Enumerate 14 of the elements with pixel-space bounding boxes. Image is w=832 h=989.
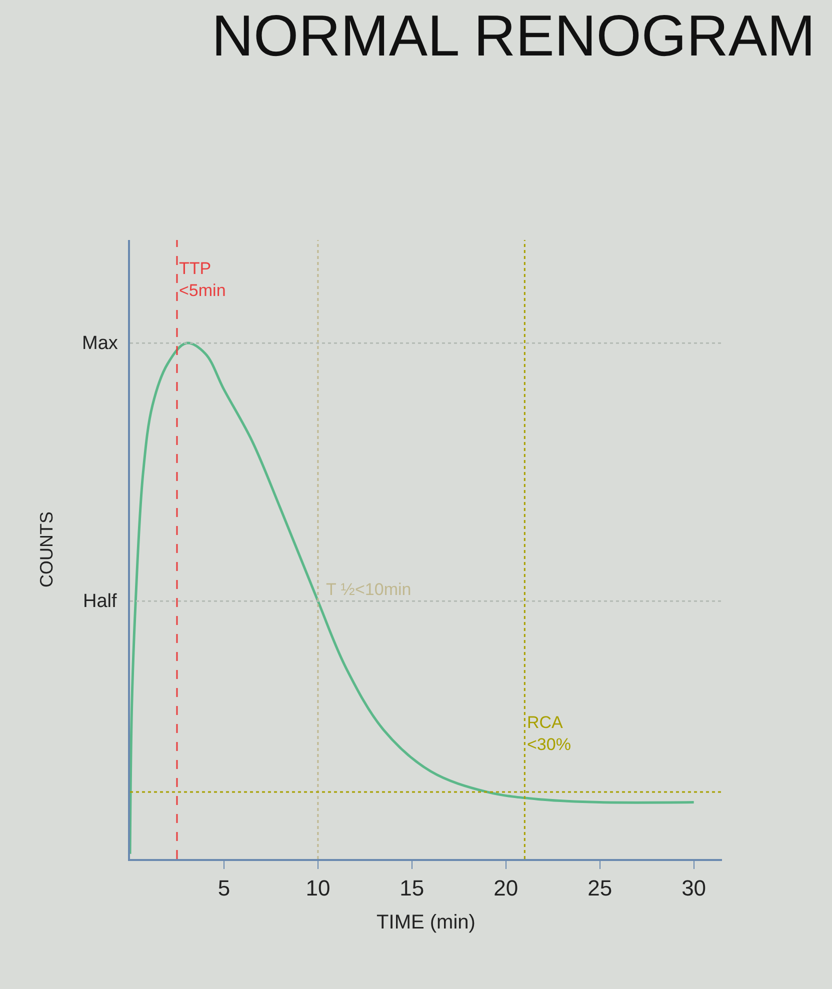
annotation: T ½<10min [326, 580, 412, 599]
x-tick-label: 5 [218, 875, 230, 900]
x-tick-label: 25 [588, 875, 612, 900]
x-axis-title: TIME (min) [376, 911, 476, 934]
y-axis-title: COUNTS [36, 512, 57, 588]
annotation: RCA <30% [527, 713, 571, 754]
x-tick-label: 30 [682, 875, 706, 900]
annotation: TTP <5min [179, 259, 226, 300]
x-tick-label: 20 [494, 875, 518, 900]
chart-title: NORMAL RENOGRAM [212, 3, 816, 68]
x-tick-label: 15 [400, 875, 424, 900]
ref-line-label: Max [82, 333, 118, 354]
x-tick-label: 10 [306, 875, 330, 900]
ref-line-label: Half [83, 591, 118, 612]
